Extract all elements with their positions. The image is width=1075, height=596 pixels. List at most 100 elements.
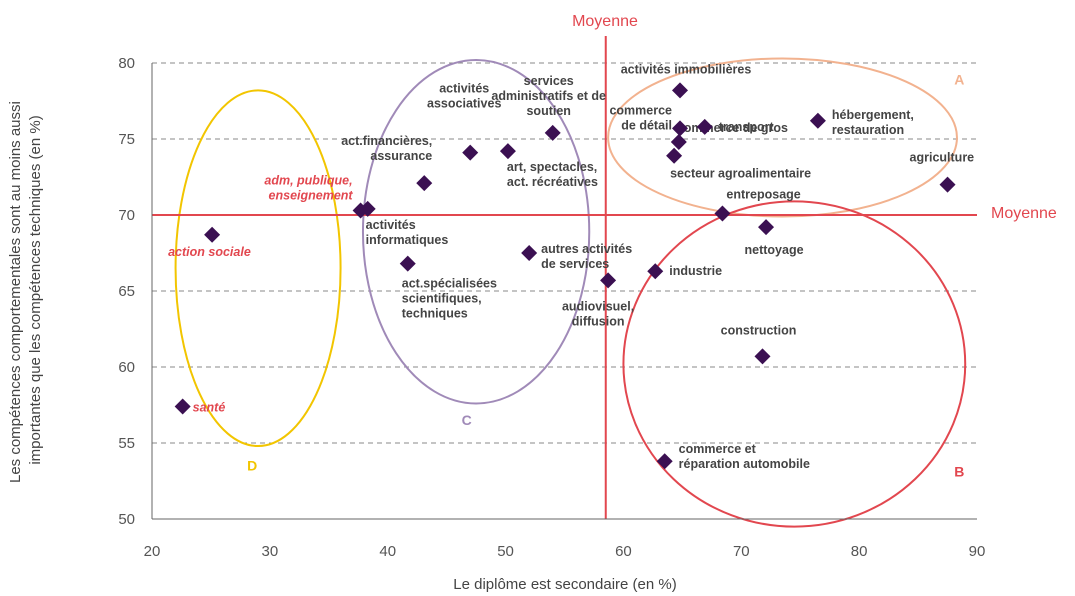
data-point-label: activités informatiques — [366, 218, 449, 247]
data-point-marker — [666, 147, 683, 164]
data-point-label: action sociale — [168, 245, 251, 259]
data-point-marker — [939, 176, 956, 193]
data-point-label: art, spectacles, act. récréatives — [507, 160, 598, 189]
data-point-marker — [204, 226, 221, 243]
data-point-label-line: activités immobilières — [621, 62, 752, 76]
data-point-label: autres activités de services — [541, 242, 632, 271]
data-point-label-line: soutien — [526, 104, 570, 118]
data-point-label-line: administratifs et de — [491, 89, 606, 103]
group-ellipse-d — [174, 89, 342, 448]
group-label-d: D — [247, 457, 257, 473]
data-point-label: construction — [721, 323, 797, 337]
axes: 50 55 60 65 70 75 80 20 30 40 50 60 70 80 90 — [118, 55, 985, 560]
data-point-label-line: nettoyage — [745, 243, 804, 257]
data-point-label: activités associatives — [427, 82, 501, 111]
data-point-marker — [462, 144, 479, 161]
data-point-marker — [672, 120, 688, 137]
data-point-label-line: art, spectacles, — [507, 160, 597, 174]
data-point-label-line: autres activités — [541, 242, 632, 256]
data-point-label-line: assurance — [370, 149, 432, 163]
data-point-label-line: enseignement — [269, 188, 354, 202]
data-point-label-line: adm, publique, — [264, 173, 352, 187]
data-point-label: services administratifs et de soutien — [491, 74, 606, 118]
data-point-label-line: activités — [366, 218, 416, 232]
x-tick-label: 20 — [144, 543, 161, 560]
x-tick-label: 50 — [497, 543, 514, 560]
y-tick-label: 65 — [118, 283, 135, 300]
data-point-marker — [670, 134, 687, 151]
x-tick-label: 90 — [969, 543, 986, 560]
data-point-label: nettoyage — [745, 243, 804, 257]
group-ellipse-b — [622, 200, 967, 528]
data-point-marker — [672, 82, 688, 99]
data-point-marker — [656, 453, 673, 470]
data-point-label-line: activités — [439, 82, 489, 96]
data-point-marker — [600, 272, 617, 289]
data-points: santé action sociale adm, publique, enseign… — [168, 62, 974, 471]
data-point-label: act.financières, assurance — [341, 134, 432, 163]
y-tick-label: 55 — [118, 435, 135, 452]
data-point-label: activités immobilières — [621, 62, 752, 76]
data-point-label-line: scientifiques, — [402, 292, 482, 306]
data-point-label-line: services — [524, 74, 574, 88]
data-point-marker — [714, 205, 731, 222]
y-axis-title-line-2: importantes que les compétences techniqu… — [27, 115, 44, 464]
data-point-marker — [809, 112, 826, 129]
data-point-marker — [754, 348, 771, 365]
group-ellipse-a — [607, 57, 958, 218]
data-point-label: audiovisuel, diffusion — [562, 299, 634, 328]
data-point-label-line: restauration — [832, 123, 904, 137]
data-point-label-line: transport — [719, 120, 775, 134]
data-point-label-line: act. récréatives — [507, 175, 598, 189]
group-label-c: C — [462, 412, 472, 428]
y-axis-title: Les compétences comportementales sont au… — [7, 97, 44, 483]
data-point-label-line: act.financières, — [341, 134, 432, 148]
group-ellipses: A B C D — [174, 57, 967, 528]
data-point-label-line: santé — [193, 401, 226, 415]
data-point-marker — [696, 118, 713, 135]
data-point-label: act.spécialisées scientifiques, techniques — [402, 277, 497, 321]
data-point-label-line: agriculture — [910, 151, 975, 165]
data-point-marker — [399, 255, 416, 272]
data-point-label: adm, publique, enseignement — [264, 173, 353, 202]
data-point-label-line: commerce — [609, 103, 672, 117]
data-point-label-line: secteur agroalimentaire — [670, 167, 811, 181]
data-point-label-line: informatiques — [366, 233, 449, 247]
data-point-label: agriculture — [910, 151, 975, 165]
group-label-b: B — [954, 463, 964, 479]
data-point-marker — [521, 245, 538, 261]
data-point-marker — [647, 263, 664, 280]
y-tick-label: 75 — [118, 131, 135, 148]
mean-x-label: Moyenne — [572, 13, 638, 30]
data-point-label: transport — [719, 120, 775, 134]
data-point-marker — [174, 398, 191, 415]
x-tick-label: 60 — [615, 543, 632, 560]
data-point-label: commerce de détail — [609, 103, 672, 132]
y-tick-label: 80 — [118, 55, 135, 72]
data-point-label-line: de services — [541, 257, 609, 271]
x-tick-label: 30 — [262, 543, 279, 560]
data-point-label-line: action sociale — [168, 245, 251, 259]
data-point-label-line: réparation automobile — [679, 457, 810, 471]
data-point-label-line: associatives — [427, 97, 501, 111]
data-point-label-line: industrie — [669, 264, 722, 278]
data-point-label-line: act.spécialisées — [402, 277, 497, 291]
x-tick-label: 80 — [851, 543, 868, 560]
data-point-label: entreposage — [726, 187, 800, 201]
data-point-label: industrie — [669, 264, 722, 278]
data-point-marker — [544, 124, 561, 141]
data-point-label-line: entreposage — [726, 187, 800, 201]
data-point-label: santé — [193, 401, 226, 415]
data-point-label: commerce et réparation automobile — [679, 442, 810, 471]
group-ellipse-c — [361, 58, 591, 405]
data-point-label: secteur agroalimentaire — [670, 167, 811, 181]
data-point-label-line: construction — [721, 323, 797, 337]
data-point-label-line: techniques — [402, 307, 468, 321]
group-label-a: A — [954, 71, 964, 87]
data-point-label-line: commerce et — [679, 442, 757, 456]
data-point-label-line: de détail — [621, 118, 672, 132]
data-point-label-line: diffusion — [572, 314, 625, 328]
y-tick-label: 50 — [118, 511, 135, 528]
data-point-marker — [499, 143, 516, 160]
